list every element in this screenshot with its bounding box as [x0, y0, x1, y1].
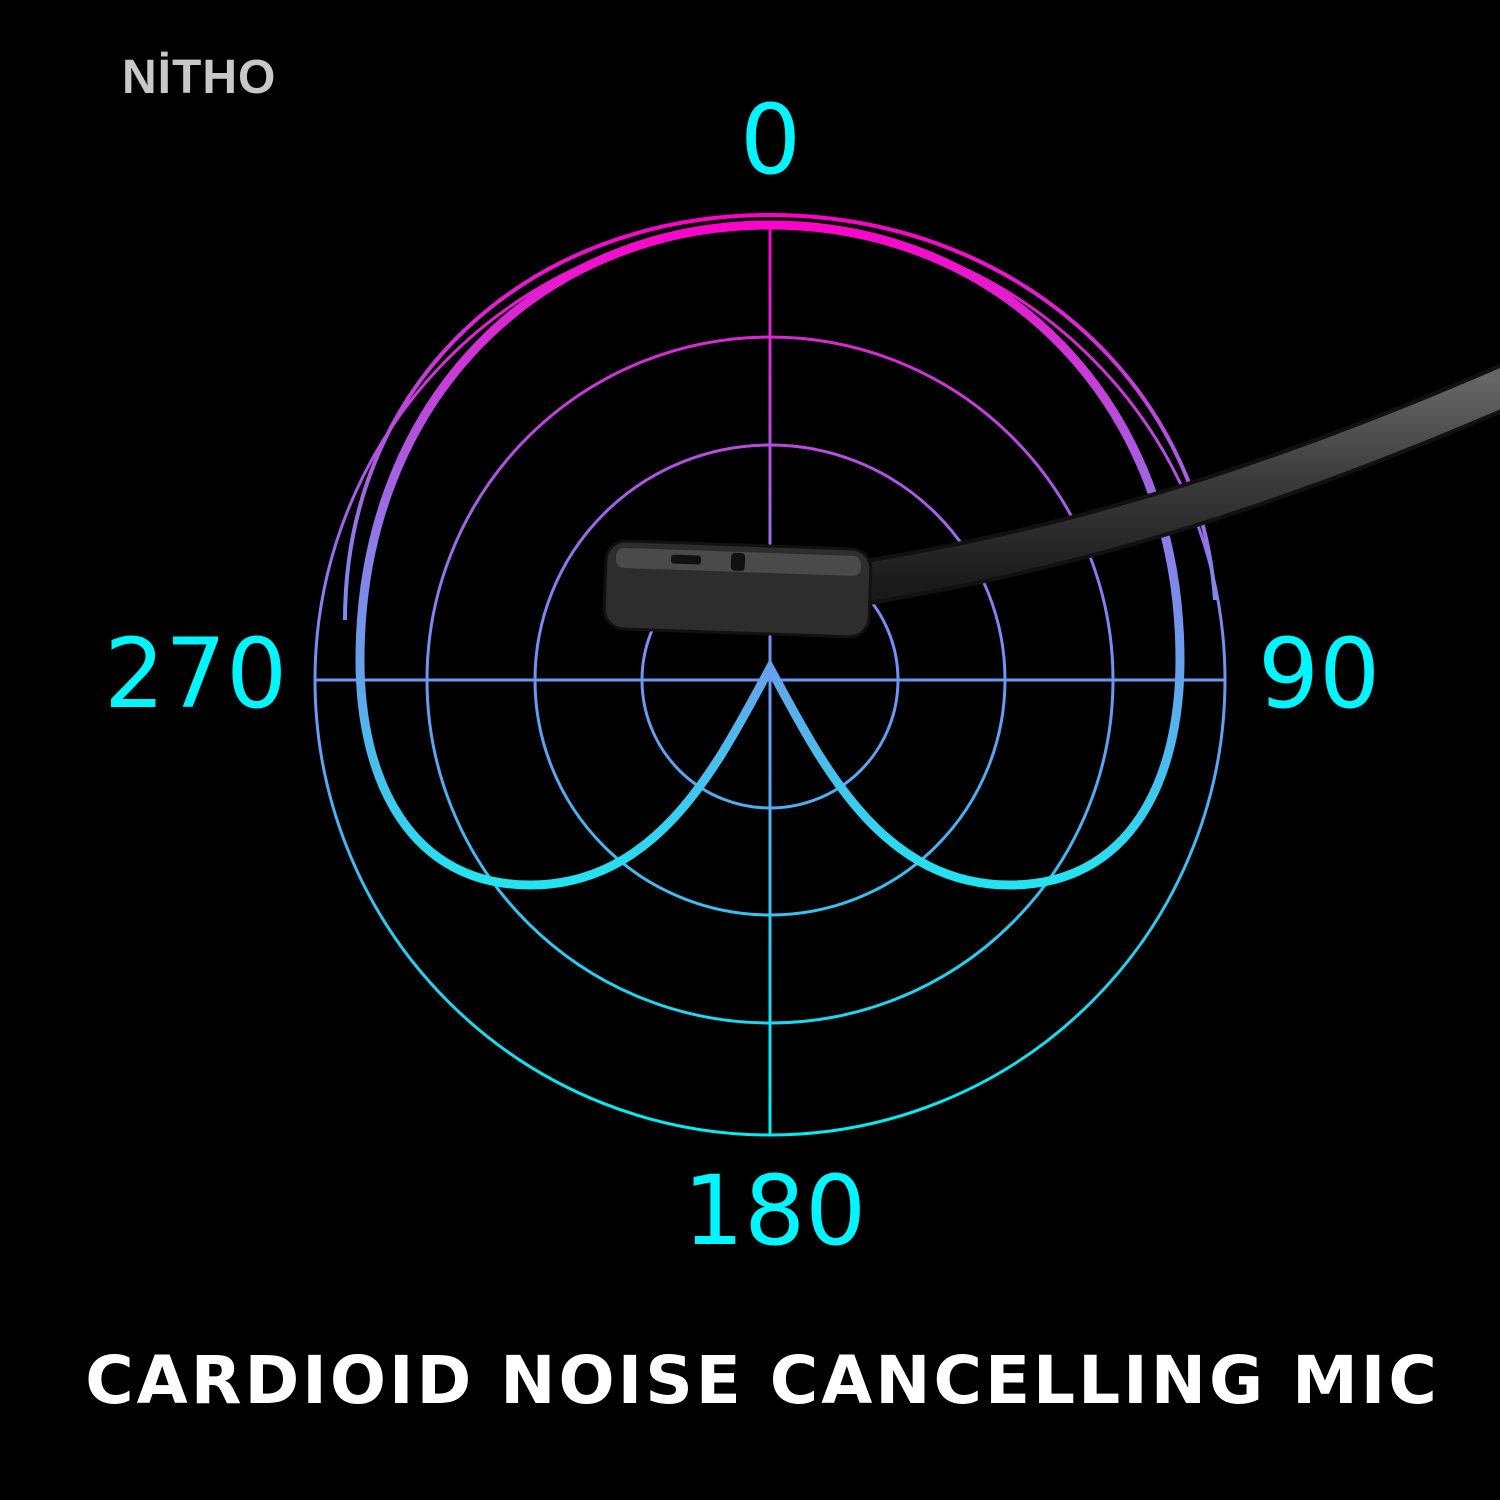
cardioid-pattern-curve [355, 220, 1185, 890]
outer-pattern-curve [343, 212, 1217, 621]
polar-grid [313, 223, 1227, 1137]
microphone-image [602, 363, 1500, 639]
angle-label-90: 90 [1258, 618, 1381, 730]
angle-label-180: 180 [683, 1155, 867, 1267]
angle-label-0: 0 [740, 84, 802, 196]
caption-title: CARDIOID NOISE CANCELLING MIC [85, 1342, 1440, 1419]
angle-label-270: 270 [104, 618, 288, 730]
brand-logo: NİTHO [122, 51, 277, 104]
